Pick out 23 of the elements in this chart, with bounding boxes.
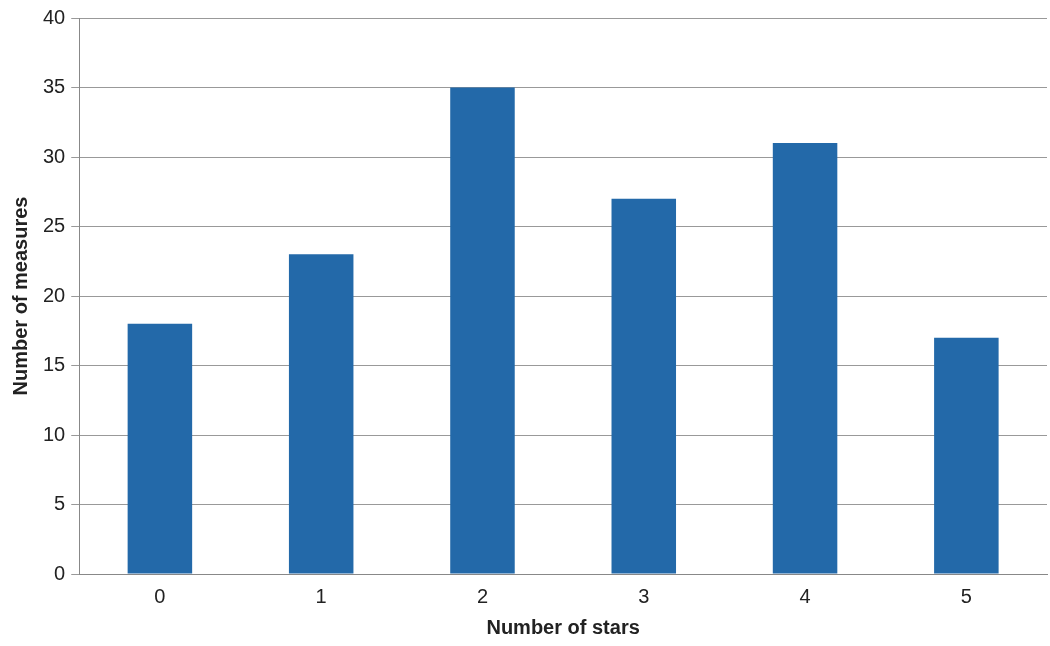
x-tick-label: 3 <box>638 584 650 607</box>
y-tick-label: 40 <box>43 5 66 28</box>
bar <box>450 87 515 574</box>
bar <box>611 198 677 574</box>
bar <box>127 323 193 574</box>
y-tick-label: 10 <box>43 422 66 445</box>
y-tick-label: 35 <box>43 75 66 98</box>
x-tick-label: 0 <box>154 584 166 607</box>
bar <box>772 143 838 574</box>
x-tick-label: 1 <box>315 584 327 607</box>
x-axis-title: Number of stars <box>486 615 640 638</box>
y-tick-label: 5 <box>54 492 66 515</box>
y-tick-label: 30 <box>43 144 66 167</box>
x-tick-label: 2 <box>476 584 489 607</box>
bar <box>288 254 354 574</box>
y-tick-label: 15 <box>43 353 66 376</box>
y-axis-title: Number of measures <box>8 196 31 396</box>
y-tick-label: 0 <box>54 561 66 584</box>
y-tick-label: 25 <box>43 214 66 237</box>
bar <box>934 337 999 574</box>
y-tick-label: 20 <box>43 283 66 306</box>
x-tick-label: 4 <box>799 584 811 607</box>
x-tick-label: 5 <box>960 584 972 607</box>
